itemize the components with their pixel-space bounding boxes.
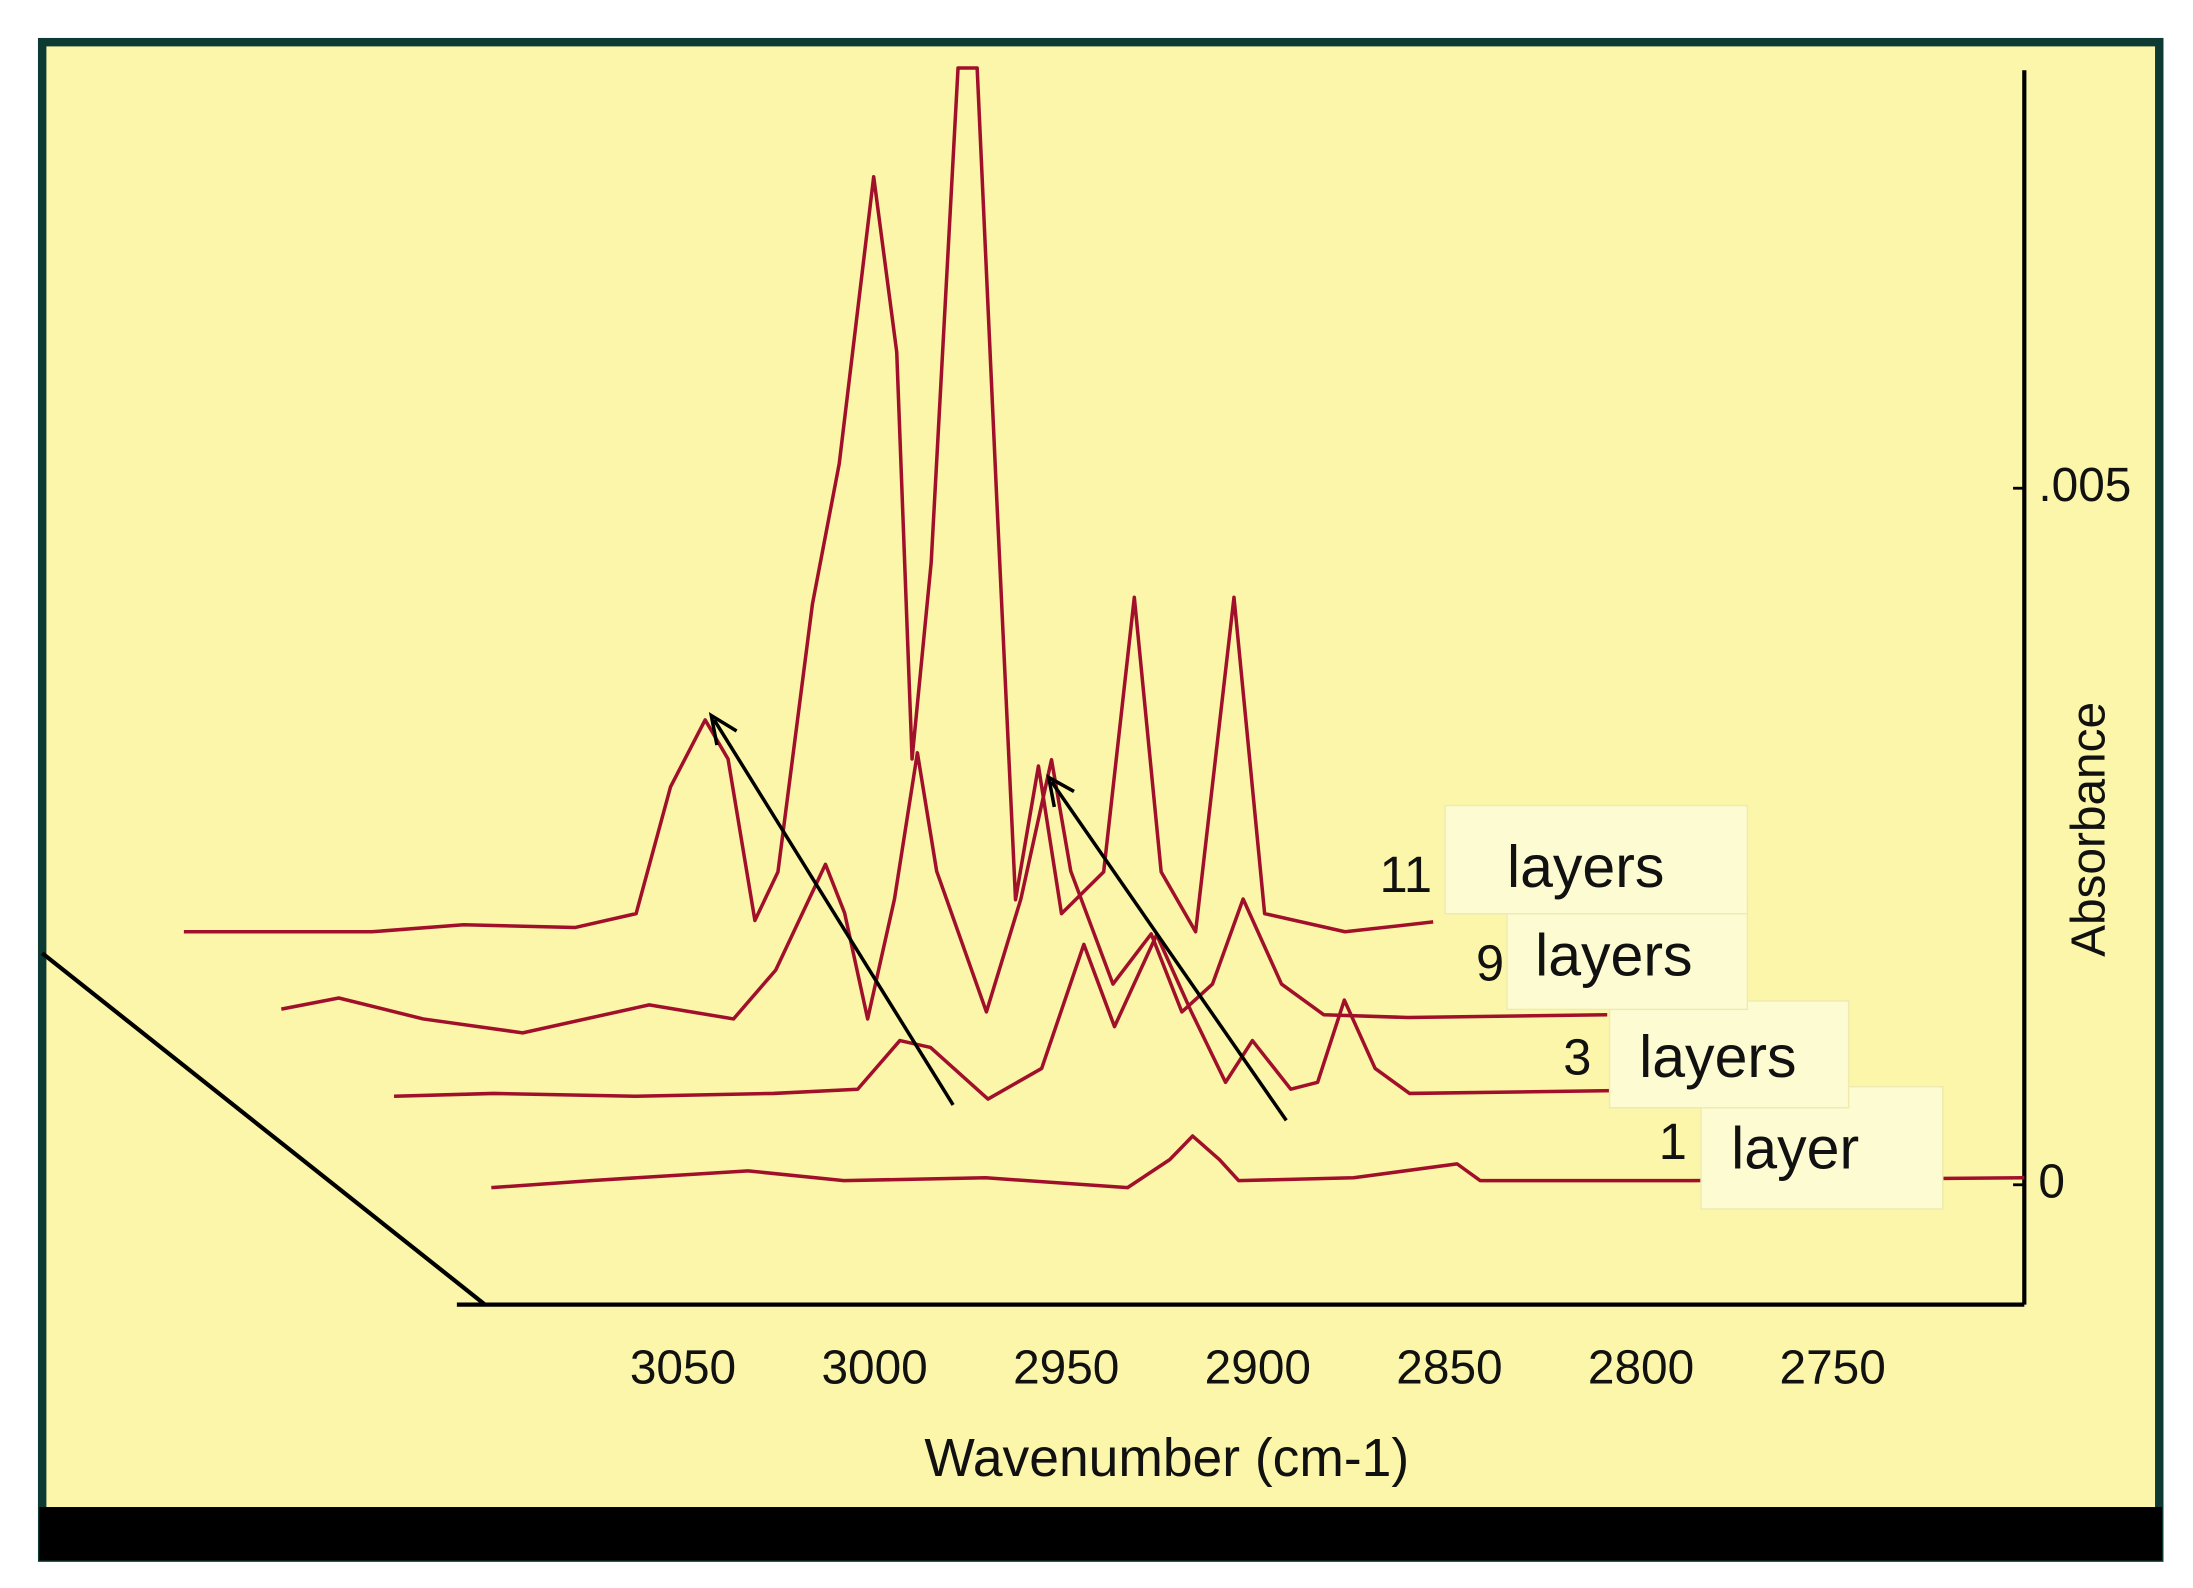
series-number: 11 [1380,846,1433,903]
spectrum-line [393,932,1613,1101]
series-label: layers [1535,923,1692,989]
series-label: layers [1639,1024,1796,1090]
x-tick-label: 2800 [1588,1341,1694,1394]
frame [37,37,2164,1562]
series-label: layer [1731,1115,1859,1181]
series-label: layers [1507,834,1664,900]
bottom-bar [39,1507,2163,1561]
series-number: 9 [1476,935,1504,992]
spectrum-line [280,751,1608,1035]
label-box [1444,804,1749,915]
series-number: 1 [1659,1113,1687,1170]
arrow [1050,780,1288,1122]
spectrum-line [183,66,1434,934]
y-tick-label: .005 [2038,459,2131,512]
x-tick-label: 3050 [630,1341,736,1394]
y-tick-label: 0 [2038,1155,2065,1208]
spectrum-line [491,1134,2025,1190]
arrow-head [1046,774,1075,808]
y-axis-title: Absorbance [2062,702,2115,957]
plot: 3050 3000 2950 2900 2850 2800 2750 0 .005 [183,66,2131,1394]
x-tick-label: 2950 [1013,1341,1119,1394]
arrow-head [708,711,738,746]
arrows [708,711,1288,1122]
label-box [1608,1000,1850,1109]
x-axis-title: Wavenumber (cm-1) [924,1429,1409,1488]
series-number: 3 [1563,1029,1591,1086]
perspective-line [40,951,487,1307]
x-tick-label: 2900 [1205,1341,1311,1394]
x-tick-label: 3000 [821,1341,927,1394]
arrow [712,718,955,1106]
x-tick-label: 2850 [1396,1341,1502,1394]
x-tick-label: 2750 [1780,1341,1886,1394]
